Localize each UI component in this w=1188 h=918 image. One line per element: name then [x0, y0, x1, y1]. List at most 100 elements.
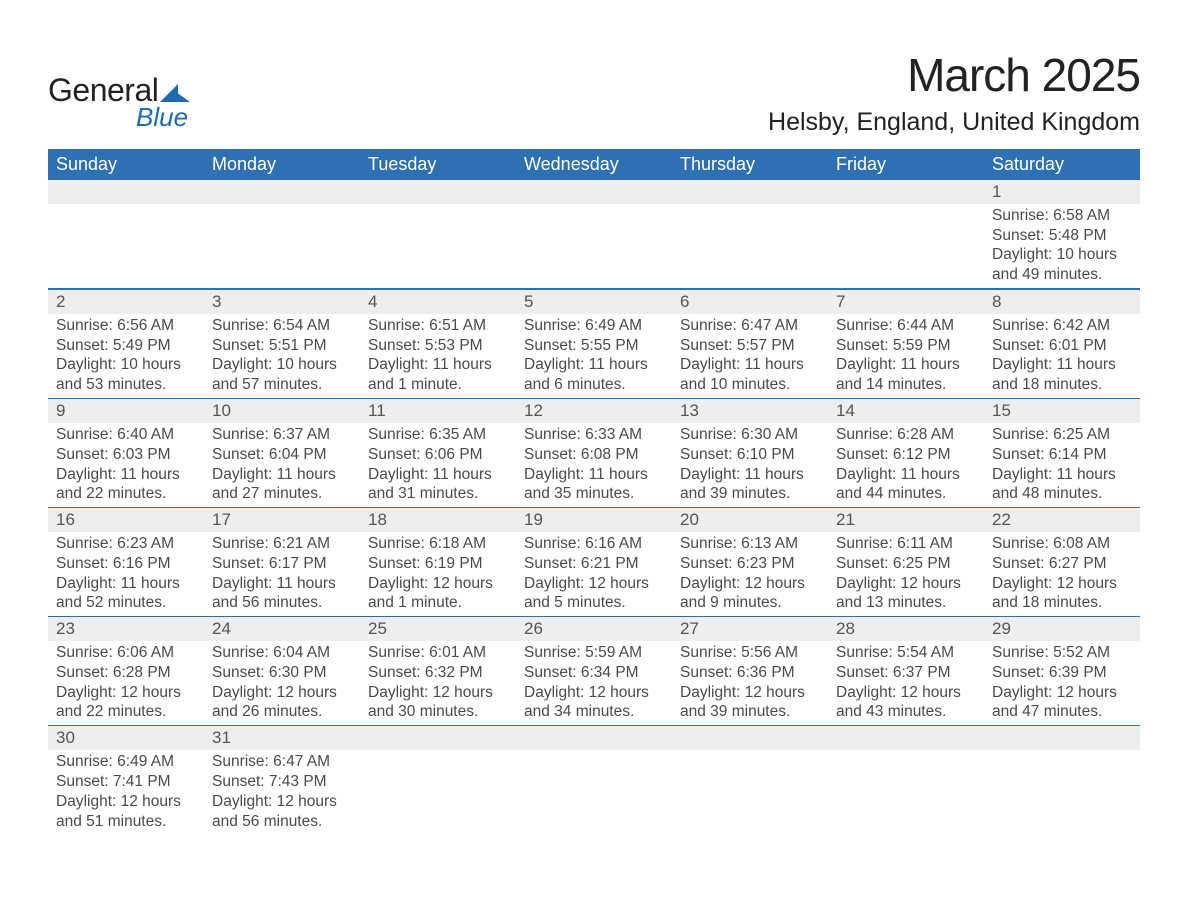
day-header: Saturday [984, 150, 1140, 181]
day-cell: Sunrise: 6:33 AM Sunset: 6:08 PM Dayligh… [516, 423, 672, 507]
day-number-row: 1 [48, 180, 1140, 204]
day-number: 17 [204, 508, 360, 532]
day-content-row: Sunrise: 6:49 AM Sunset: 7:41 PM Dayligh… [48, 750, 1140, 834]
day-number: 14 [828, 399, 984, 423]
day-cell: Sunrise: 6:44 AM Sunset: 5:59 PM Dayligh… [828, 314, 984, 398]
day-cell: Sunrise: 6:54 AM Sunset: 5:51 PM Dayligh… [204, 314, 360, 398]
day-cell: Sunrise: 6:04 AM Sunset: 6:30 PM Dayligh… [204, 641, 360, 725]
day-number: 10 [204, 399, 360, 423]
day-cell [984, 750, 1140, 834]
day-number: 27 [672, 617, 828, 641]
day-cell [48, 204, 204, 288]
logo: General Blue [48, 74, 190, 130]
day-number: 31 [204, 726, 360, 750]
day-number: 9 [48, 399, 204, 423]
day-number-row: 3031 [48, 726, 1140, 750]
day-cell: Sunrise: 6:49 AM Sunset: 5:55 PM Dayligh… [516, 314, 672, 398]
day-cell: Sunrise: 6:42 AM Sunset: 6:01 PM Dayligh… [984, 314, 1140, 398]
day-number-row: 9101112131415 [48, 399, 1140, 423]
logo-text-blue: Blue [136, 104, 190, 130]
day-number: 6 [672, 290, 828, 314]
title-block: March 2025 Helsby, England, United Kingd… [768, 48, 1140, 149]
day-cell: Sunrise: 5:59 AM Sunset: 6:34 PM Dayligh… [516, 641, 672, 725]
day-number [672, 726, 828, 750]
day-number: 13 [672, 399, 828, 423]
month-title: March 2025 [768, 48, 1140, 102]
day-number [204, 180, 360, 204]
day-cell: Sunrise: 6:06 AM Sunset: 6:28 PM Dayligh… [48, 641, 204, 725]
day-number: 7 [828, 290, 984, 314]
day-cell: Sunrise: 6:25 AM Sunset: 6:14 PM Dayligh… [984, 423, 1140, 507]
day-number: 30 [48, 726, 204, 750]
day-cell: Sunrise: 6:11 AM Sunset: 6:25 PM Dayligh… [828, 532, 984, 616]
day-number-row: 2345678 [48, 290, 1140, 314]
day-number: 29 [984, 617, 1140, 641]
day-cell: Sunrise: 6:49 AM Sunset: 7:41 PM Dayligh… [48, 750, 204, 834]
day-number [828, 726, 984, 750]
day-number: 28 [828, 617, 984, 641]
day-cell: Sunrise: 5:56 AM Sunset: 6:36 PM Dayligh… [672, 641, 828, 725]
day-number: 25 [360, 617, 516, 641]
day-cell: Sunrise: 6:28 AM Sunset: 6:12 PM Dayligh… [828, 423, 984, 507]
day-number-row: 16171819202122 [48, 508, 1140, 532]
location-subtitle: Helsby, England, United Kingdom [768, 108, 1140, 137]
day-number: 22 [984, 508, 1140, 532]
day-number: 19 [516, 508, 672, 532]
day-number: 4 [360, 290, 516, 314]
day-cell: Sunrise: 6:01 AM Sunset: 6:32 PM Dayligh… [360, 641, 516, 725]
day-number: 18 [360, 508, 516, 532]
day-cell [360, 750, 516, 834]
day-cell [828, 750, 984, 834]
day-cell: Sunrise: 6:58 AM Sunset: 5:48 PM Dayligh… [984, 204, 1140, 288]
day-number: 24 [204, 617, 360, 641]
day-number: 15 [984, 399, 1140, 423]
day-content-row: Sunrise: 6:40 AM Sunset: 6:03 PM Dayligh… [48, 423, 1140, 507]
day-number: 23 [48, 617, 204, 641]
day-number [828, 180, 984, 204]
day-cell: Sunrise: 6:16 AM Sunset: 6:21 PM Dayligh… [516, 532, 672, 616]
day-content-row: Sunrise: 6:58 AM Sunset: 5:48 PM Dayligh… [48, 204, 1140, 288]
day-cell [828, 204, 984, 288]
calendar-body: 1Sunrise: 6:58 AM Sunset: 5:48 PM Daylig… [48, 180, 1140, 834]
day-cell: Sunrise: 6:18 AM Sunset: 6:19 PM Dayligh… [360, 532, 516, 616]
day-number: 3 [204, 290, 360, 314]
day-header: Friday [828, 150, 984, 181]
day-cell: Sunrise: 6:37 AM Sunset: 6:04 PM Dayligh… [204, 423, 360, 507]
day-number: 20 [672, 508, 828, 532]
day-content-row: Sunrise: 6:23 AM Sunset: 6:16 PM Dayligh… [48, 532, 1140, 616]
day-cell: Sunrise: 6:35 AM Sunset: 6:06 PM Dayligh… [360, 423, 516, 507]
day-cell: Sunrise: 6:08 AM Sunset: 6:27 PM Dayligh… [984, 532, 1140, 616]
header-row: General Blue March 2025 Helsby, England,… [48, 48, 1140, 149]
day-cell [516, 750, 672, 834]
day-number [360, 726, 516, 750]
day-number [984, 726, 1140, 750]
day-cell: Sunrise: 6:47 AM Sunset: 5:57 PM Dayligh… [672, 314, 828, 398]
day-header: Tuesday [360, 150, 516, 181]
day-header-row: Sunday Monday Tuesday Wednesday Thursday… [48, 150, 1140, 181]
day-content-row: Sunrise: 6:06 AM Sunset: 6:28 PM Dayligh… [48, 641, 1140, 725]
day-header: Thursday [672, 150, 828, 181]
day-number [516, 726, 672, 750]
day-number: 11 [360, 399, 516, 423]
day-number [672, 180, 828, 204]
day-number: 21 [828, 508, 984, 532]
day-cell: Sunrise: 6:47 AM Sunset: 7:43 PM Dayligh… [204, 750, 360, 834]
day-cell: Sunrise: 6:40 AM Sunset: 6:03 PM Dayligh… [48, 423, 204, 507]
day-cell: Sunrise: 6:13 AM Sunset: 6:23 PM Dayligh… [672, 532, 828, 616]
day-number: 1 [984, 180, 1140, 204]
calendar-page: General Blue March 2025 Helsby, England,… [0, 0, 1188, 834]
day-number: 26 [516, 617, 672, 641]
calendar-table: Sunday Monday Tuesday Wednesday Thursday… [48, 149, 1140, 834]
day-cell: Sunrise: 6:30 AM Sunset: 6:10 PM Dayligh… [672, 423, 828, 507]
day-number [360, 180, 516, 204]
day-header: Sunday [48, 150, 204, 181]
day-cell [516, 204, 672, 288]
day-content-row: Sunrise: 6:56 AM Sunset: 5:49 PM Dayligh… [48, 314, 1140, 398]
day-number [48, 180, 204, 204]
day-cell: Sunrise: 6:51 AM Sunset: 5:53 PM Dayligh… [360, 314, 516, 398]
day-cell: Sunrise: 6:56 AM Sunset: 5:49 PM Dayligh… [48, 314, 204, 398]
day-cell: Sunrise: 5:52 AM Sunset: 6:39 PM Dayligh… [984, 641, 1140, 725]
day-number [516, 180, 672, 204]
day-number: 8 [984, 290, 1140, 314]
day-cell [672, 204, 828, 288]
